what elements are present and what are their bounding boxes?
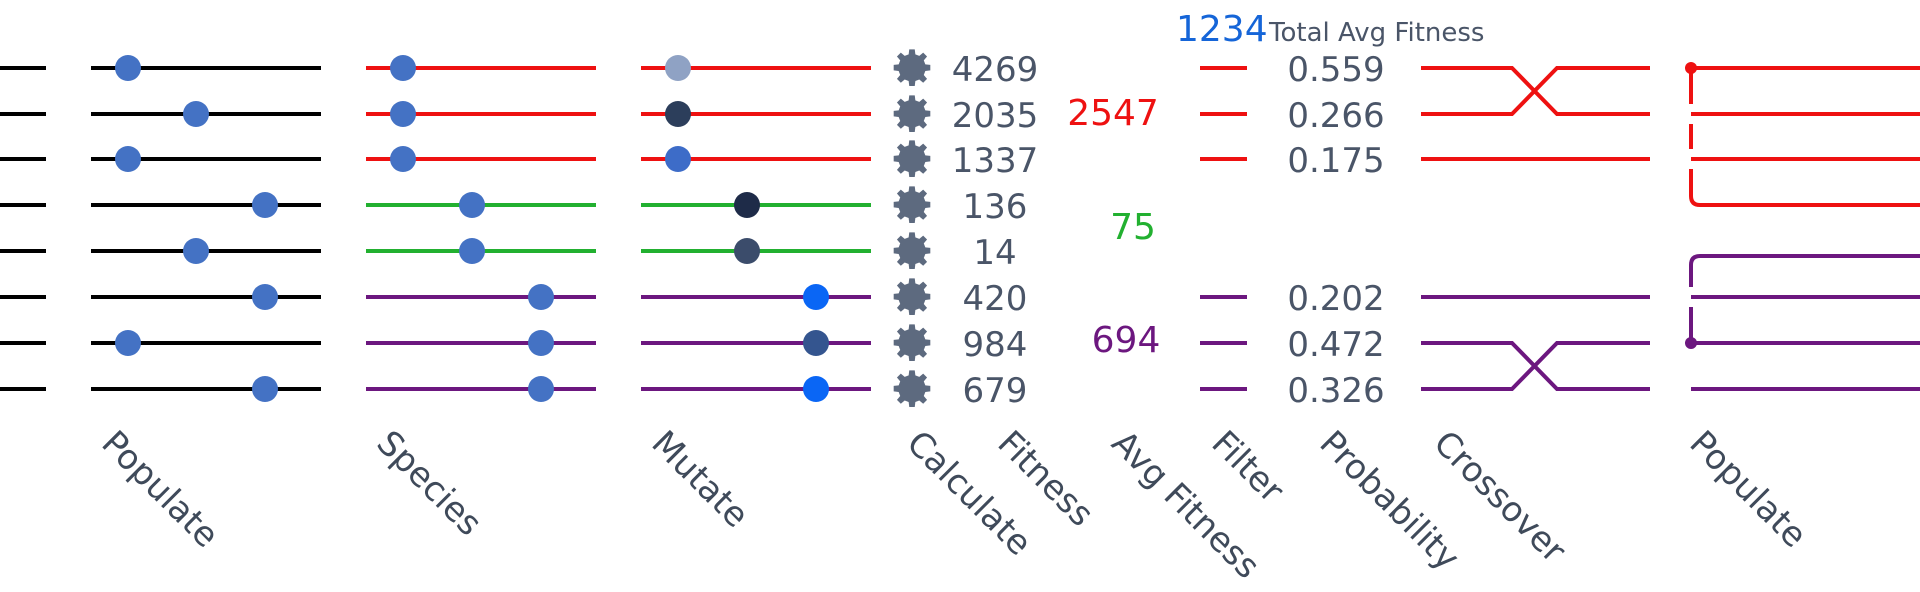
probability-value: 0.202	[1287, 279, 1384, 319]
gear-icon[interactable]	[893, 186, 931, 223]
species-dot	[528, 330, 554, 356]
fitness-value: 4269	[952, 50, 1039, 90]
stage-label-mutate: Mutate	[644, 423, 757, 536]
fitness-value: 984	[963, 325, 1028, 365]
species-dot	[390, 146, 416, 172]
probability-value: 0.326	[1287, 371, 1384, 411]
probability-value: 0.175	[1287, 141, 1384, 181]
avg-fitness-green: 75	[1110, 207, 1156, 248]
gear-icon[interactable]	[893, 370, 931, 407]
avg-fitness-red: 2547	[1067, 93, 1159, 134]
population-rows: 4269 2035 1337 136 14 420 984 679	[0, 49, 1038, 411]
populate-dot	[252, 376, 278, 402]
populate-dot	[252, 192, 278, 218]
populate-dot	[115, 55, 141, 81]
species-dot	[459, 238, 485, 264]
probability-value: 0.559	[1287, 50, 1384, 90]
total-avg-fitness-label: Total Avg Fitness	[1268, 18, 1484, 48]
species-dot	[528, 284, 554, 310]
mutate-dot	[803, 284, 829, 310]
fitness-value: 1337	[952, 141, 1039, 181]
populate-output-red	[1689, 66, 1920, 207]
stage-label-filter: Filter	[1204, 423, 1292, 511]
population-row: 679	[0, 370, 1027, 411]
mutate-dot	[665, 101, 691, 127]
avg-fitness-purple: 694	[1092, 320, 1161, 361]
total-avg-fitness-value: 1234	[1176, 9, 1268, 50]
stage-label-species: Species	[369, 423, 490, 544]
population-row: 14	[0, 232, 1017, 273]
population-row: 420	[0, 278, 1027, 319]
fitness-value: 679	[963, 371, 1028, 411]
probability-value: 0.266	[1287, 96, 1384, 136]
populate-dot	[183, 101, 209, 127]
species-dot	[459, 192, 485, 218]
stage-label-populate: Populate	[94, 423, 227, 556]
fitness-value: 136	[963, 187, 1028, 227]
gear-icon[interactable]	[893, 140, 931, 177]
population-row: 984	[0, 324, 1027, 365]
species-dot	[390, 55, 416, 81]
population-row: 4269	[0, 49, 1038, 90]
junction-dot	[1685, 62, 1697, 74]
probability-value: 0.472	[1287, 325, 1384, 365]
gear-icon[interactable]	[893, 49, 931, 86]
populate-dot	[252, 284, 278, 310]
populate-dot	[183, 238, 209, 264]
population-row: 2035	[0, 95, 1038, 136]
fitness-value: 2035	[952, 96, 1039, 136]
mutate-dot	[734, 238, 760, 264]
fitness-value: 420	[963, 279, 1028, 319]
populate-dot	[115, 146, 141, 172]
mutate-dot	[803, 330, 829, 356]
population-row: 1337	[0, 140, 1038, 181]
gear-icon[interactable]	[893, 232, 931, 269]
mutate-dot	[734, 192, 760, 218]
gear-icon[interactable]	[893, 324, 931, 361]
junction-dot	[1685, 337, 1697, 349]
mutate-dot	[665, 146, 691, 172]
populate-output-purple	[1689, 254, 1920, 391]
fitness-value: 14	[973, 233, 1016, 273]
mutate-dot	[665, 55, 691, 81]
gear-icon[interactable]	[893, 278, 931, 315]
gear-icon[interactable]	[893, 95, 931, 132]
population-row: 136	[0, 186, 1027, 227]
populate-dot	[115, 330, 141, 356]
species-dot	[528, 376, 554, 402]
species-dot	[390, 101, 416, 127]
selection-section: 0.559 0.266 0.175 0.202 0.472 0.326	[1200, 50, 1920, 411]
mutate-dot	[803, 376, 829, 402]
crossover-lines-purple	[1421, 295, 1650, 391]
crossover-lines-red	[1421, 66, 1650, 161]
stage-label-populate-out: Populate	[1682, 423, 1815, 556]
